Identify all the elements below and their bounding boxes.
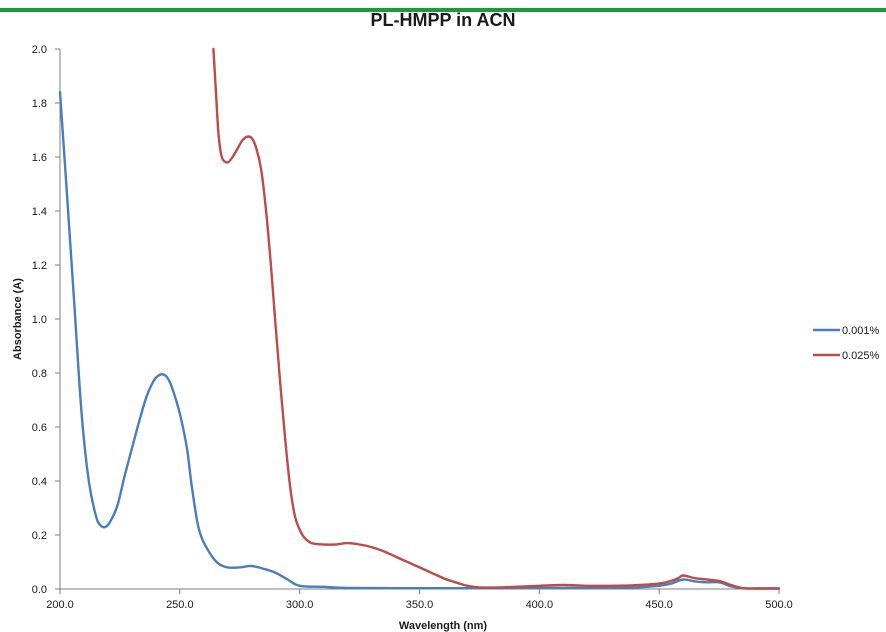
y-tick-label: 1.6	[32, 152, 47, 164]
green-accent-line	[0, 8, 886, 12]
y-tick-label: 1.4	[32, 206, 47, 218]
x-tick-label: 300.0	[286, 599, 314, 611]
x-axis-label: Wavelength (nm)	[399, 620, 488, 632]
legend-label: 0.001%	[842, 325, 880, 337]
legend-label: 0.025%	[842, 350, 880, 362]
y-tick-label: 1.2	[32, 260, 47, 272]
y-axis: 0.0 0.2 0.4 0.6 0.8 1.0 1.2 1.4 1.6 1.8 2.0	[32, 44, 61, 596]
y-tick-label: 0.4	[32, 476, 47, 488]
x-tick-label: 200.0	[46, 599, 74, 611]
legend: 0.001% 0.025%	[813, 325, 880, 362]
y-tick-label: 0.0	[32, 584, 47, 596]
y-tick-label: 1.0	[32, 314, 47, 326]
y-axis-label: Absorbance (A)	[12, 278, 24, 360]
series-line-1	[58, 91, 781, 590]
chart-title: PL-HMPP in ACN	[370, 10, 515, 30]
x-tick-label: 400.0	[526, 599, 554, 611]
x-tick-label: 350.0	[406, 599, 434, 611]
series-lines	[58, 47, 781, 590]
series-line-2	[212, 47, 781, 590]
y-tick-label: 0.2	[32, 530, 47, 542]
x-tick-label: 500.0	[765, 599, 793, 611]
y-tick-label: 0.8	[32, 368, 47, 380]
top-crop-strip	[0, 0, 886, 13]
y-tick-label: 1.8	[32, 98, 47, 110]
x-tick-label: 250.0	[166, 599, 194, 611]
x-tick-label: 450.0	[645, 599, 673, 611]
y-tick-label: 0.6	[32, 422, 47, 434]
y-tick-label: 2.0	[32, 44, 47, 56]
x-axis: 200.0 250.0 300.0 350.0 400.0 450.0 500.0	[46, 588, 793, 611]
